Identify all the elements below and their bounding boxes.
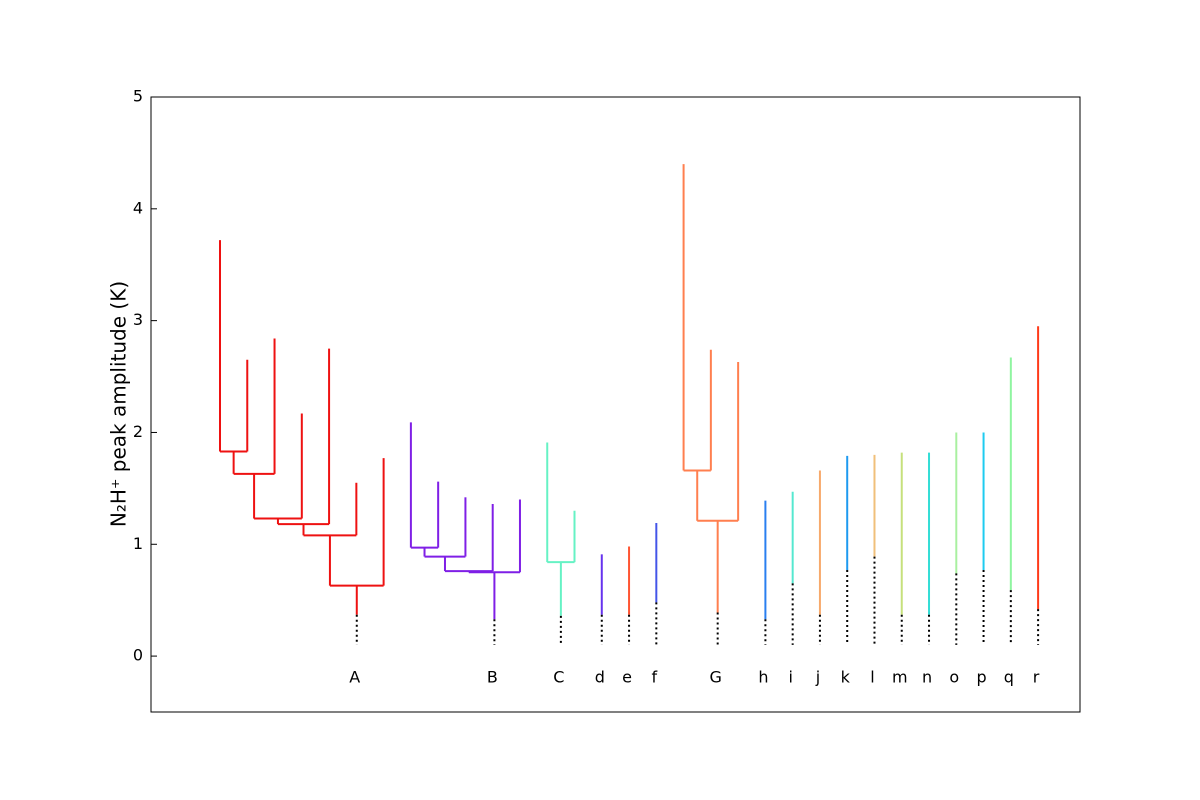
tree-label: p (976, 668, 986, 687)
tree-label: r (1033, 668, 1040, 687)
y-tick-label: 0 (133, 646, 143, 665)
y-tick-label: 2 (133, 422, 143, 441)
tree-label: n (922, 668, 932, 687)
tree-label: G (709, 668, 721, 687)
y-tick-label: 1 (133, 534, 143, 553)
tree-label: o (949, 668, 959, 687)
tree-label: C (553, 668, 564, 687)
tree-label: i (788, 668, 792, 687)
tree-label: m (892, 668, 908, 687)
tree-label: A (349, 668, 360, 687)
tree-label: d (595, 668, 605, 687)
tree-label: h (758, 668, 768, 687)
tree-label: f (651, 668, 657, 687)
tree-label: k (841, 668, 851, 687)
tree-label: j (815, 668, 820, 687)
tree-label: B (487, 668, 498, 687)
y-tick-label: 5 (133, 87, 143, 106)
y-axis-label: N₂H⁺ peak amplitude (K) (107, 281, 131, 527)
y-tick-label: 3 (133, 310, 143, 329)
tree-label: l (870, 668, 874, 687)
tree-label: e (622, 668, 632, 687)
plot-frame (150, 96, 1081, 713)
y-tick-label: 4 (133, 198, 143, 217)
tree-label: q (1004, 668, 1014, 687)
